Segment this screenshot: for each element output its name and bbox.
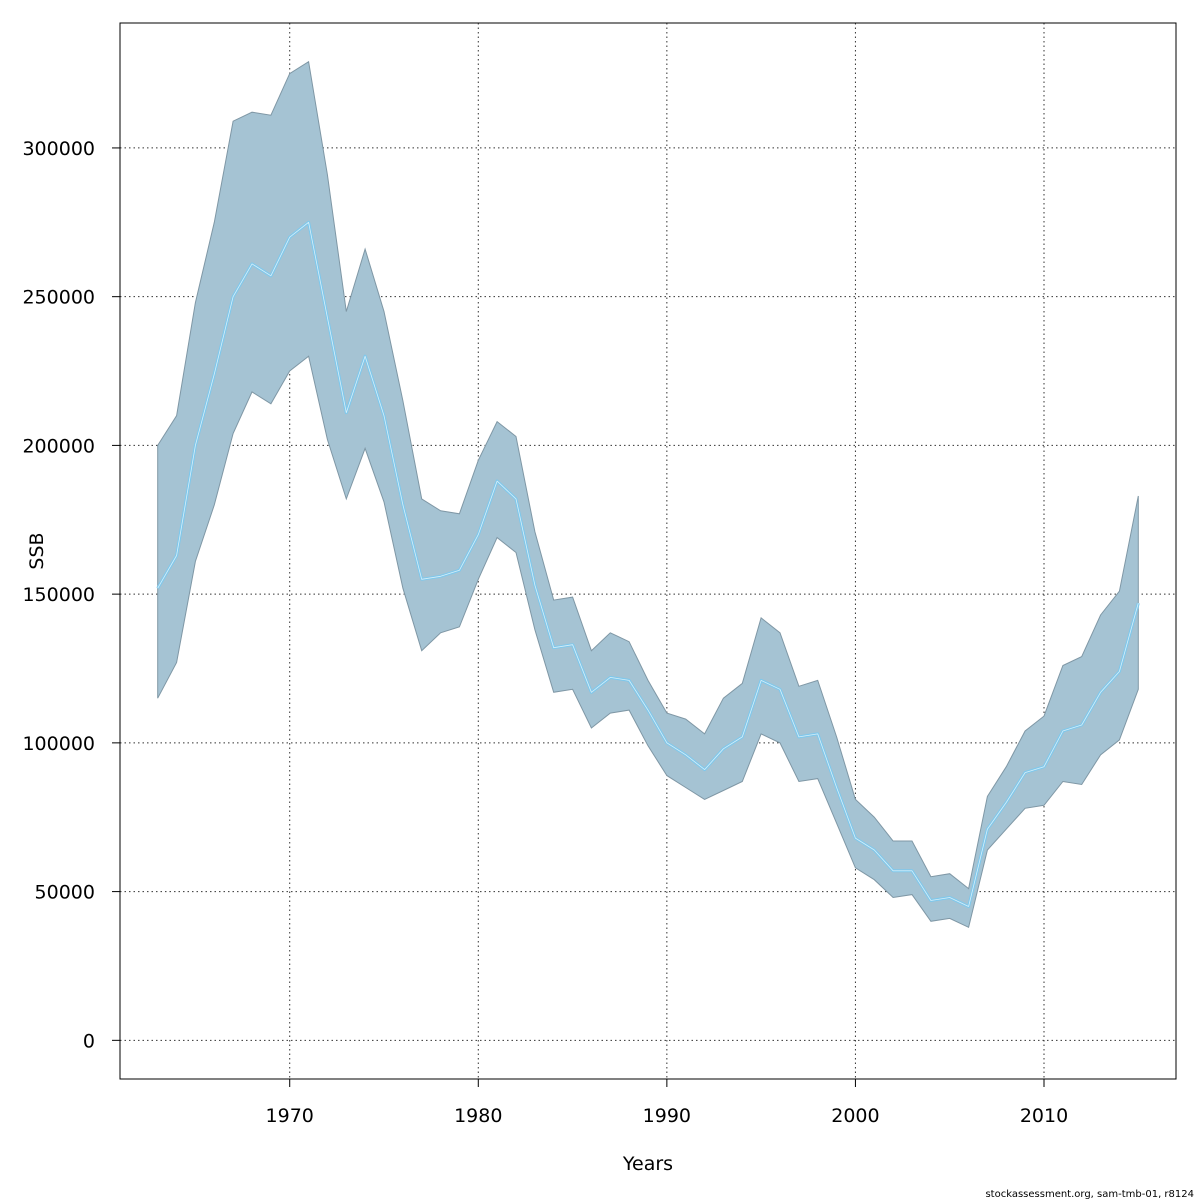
x-axis: 1970 1980 1990 2000 2010	[266, 1079, 1068, 1127]
estimate-line-layer	[156, 220, 1140, 908]
plot-frame	[119, 22, 1177, 1080]
confidence-band	[157, 60, 1139, 929]
x-tick-label: 2010	[1020, 1105, 1068, 1127]
x-tick-label: 1970	[266, 1105, 314, 1127]
x-tick-label: 2000	[831, 1105, 879, 1127]
y-tick-label: 250000	[22, 287, 95, 309]
y-tick-label: 0	[83, 1030, 95, 1052]
y-axis-title: SSB	[26, 532, 48, 569]
x-tick-label: 1990	[643, 1105, 691, 1127]
y-tick-label: 200000	[22, 435, 95, 457]
y-tick-label: 50000	[35, 882, 95, 904]
y-tick-label: 300000	[22, 138, 95, 160]
confidence-band-layer	[157, 60, 1139, 929]
footer-credit: stockassessment.org, sam-tmb-01, r8124	[985, 1189, 1194, 1200]
x-tick-label: 1980	[454, 1105, 502, 1127]
y-tick-label: 100000	[22, 733, 95, 755]
x-axis-title: Years	[622, 1153, 673, 1175]
ssb-estimate-line-highlight	[157, 221, 1139, 907]
y-axis: 0 50000 100000 150000 200000 250000 300000	[22, 138, 120, 1052]
y-tick-label: 150000	[22, 584, 95, 606]
